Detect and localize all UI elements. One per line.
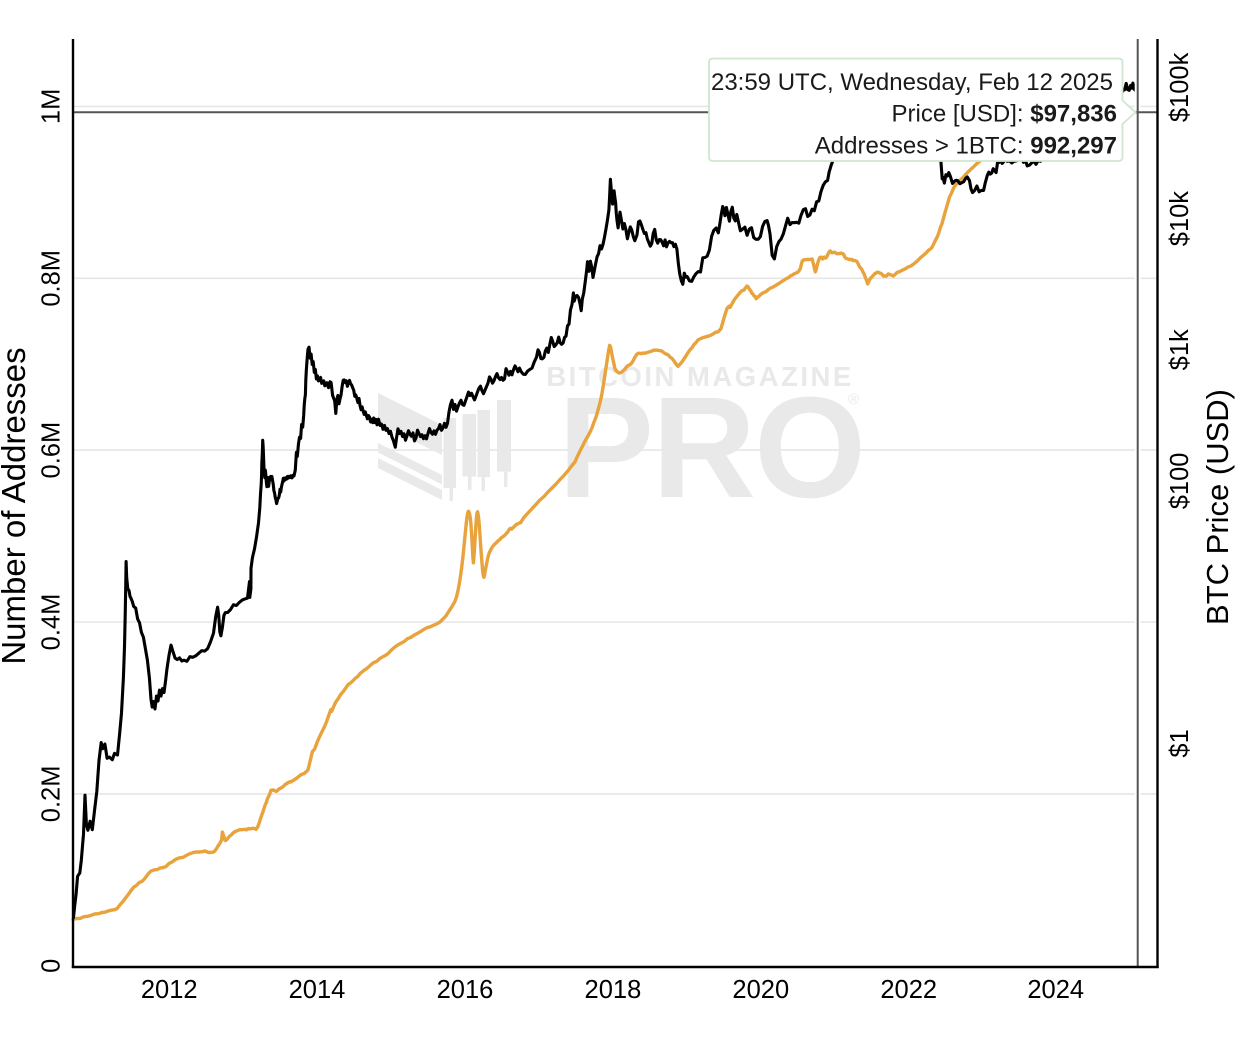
svg-text:2022: 2022 — [880, 976, 937, 1004]
svg-text:2014: 2014 — [289, 976, 346, 1004]
svg-text:Number of Addresses: Number of Addresses — [0, 347, 32, 664]
svg-text:2020: 2020 — [732, 976, 789, 1004]
svg-text:PRO: PRO — [558, 367, 864, 528]
svg-text:2016: 2016 — [437, 976, 494, 1004]
svg-text:0: 0 — [38, 959, 66, 973]
svg-text:BTC Price (USD): BTC Price (USD) — [1200, 389, 1235, 625]
svg-text:0.8M: 0.8M — [38, 250, 66, 307]
svg-text:2018: 2018 — [585, 976, 642, 1004]
svg-text:1M: 1M — [38, 89, 66, 124]
svg-text:Addresses > 1BTC: 992,297: Addresses > 1BTC: 992,297 — [815, 132, 1117, 159]
svg-text:0.2M: 0.2M — [38, 766, 66, 823]
svg-text:$1k: $1k — [1166, 329, 1194, 370]
svg-text:0.4M: 0.4M — [38, 594, 66, 651]
svg-text:$1: $1 — [1166, 729, 1194, 757]
svg-text:®: ® — [848, 391, 859, 408]
svg-text:$100k: $100k — [1166, 52, 1194, 122]
svg-text:Price [USD]: $97,836: Price [USD]: $97,836 — [892, 101, 1117, 128]
svg-text:2024: 2024 — [1027, 976, 1084, 1004]
svg-text:BITCOIN MAGAZINE: BITCOIN MAGAZINE — [546, 361, 853, 392]
svg-text:2012: 2012 — [141, 976, 198, 1004]
svg-text:$100: $100 — [1166, 453, 1194, 510]
svg-text:$10k: $10k — [1166, 191, 1194, 247]
svg-text:0.6M: 0.6M — [38, 422, 66, 479]
svg-text:23:59 UTC, Wednesday, Feb 12 2: 23:59 UTC, Wednesday, Feb 12 2025 — [711, 69, 1113, 96]
